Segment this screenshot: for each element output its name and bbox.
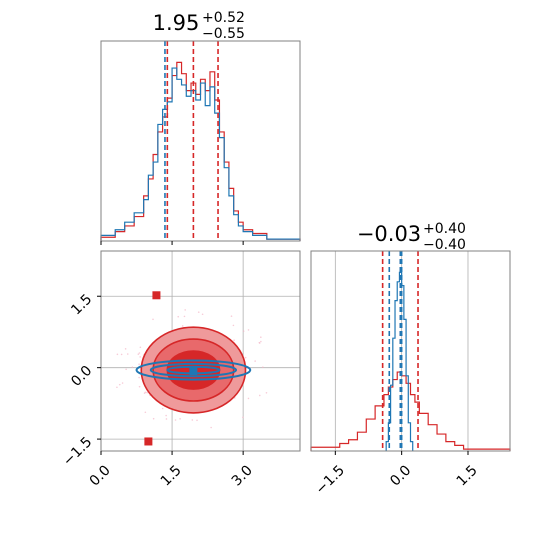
- sample-dot: [233, 339, 235, 342]
- x-tick-label-1: 0.0: [387, 462, 414, 489]
- blue-contour-0: [135, 359, 252, 381]
- sample-dot: [230, 315, 233, 317]
- sample-dot: [244, 356, 247, 359]
- x-tick-label-1: 1.5: [158, 462, 185, 489]
- sample-dot: [201, 313, 204, 316]
- sample-dot: [232, 324, 235, 327]
- blue-contour-1: [149, 362, 238, 378]
- sample-dot: [242, 416, 244, 419]
- sample-dot: [165, 414, 167, 417]
- sample-dot: [138, 352, 141, 354]
- x-tick-label-0: 0.0: [87, 462, 114, 489]
- title-bottom-right-upper: +0.40: [423, 221, 466, 237]
- sample-dot: [174, 419, 177, 421]
- title-bottom-right-lower: −0.40: [423, 237, 466, 253]
- panel-frame: [310, 250, 511, 452]
- sample-dot: [138, 385, 141, 388]
- sample-dot: [152, 318, 154, 321]
- sample-dot: [161, 407, 164, 410]
- sample-dot: [197, 311, 200, 313]
- sample-dot: [262, 366, 264, 368]
- panel-frame: [100, 40, 301, 242]
- sample-dot: [137, 353, 140, 355]
- x-tick-label-2: 1.5: [454, 462, 481, 489]
- sample-dot: [258, 342, 261, 344]
- title-top-left-lower: −0.55: [202, 26, 245, 42]
- sample-dot: [143, 392, 146, 394]
- sample-dot: [196, 419, 198, 422]
- sample-dot: [181, 325, 184, 327]
- sample-dot: [124, 348, 127, 350]
- sample-dot: [144, 411, 147, 414]
- title-bottom-right-value: −0.03: [357, 222, 421, 246]
- sample-dot: [116, 353, 119, 356]
- sample-dot: [116, 386, 118, 389]
- y-tick-label-2: 1.5: [68, 291, 95, 318]
- title-top-left-upper: +0.52: [202, 10, 245, 26]
- sample-dot: [247, 397, 250, 400]
- title-bottom-right: −0.03 +0.40 −0.40: [357, 221, 466, 253]
- histogram-panel-bottom-right: −1.5 0.0 1.5: [310, 250, 511, 498]
- marker-blue-2: [189, 367, 198, 375]
- title-top-left-value: 1.95: [153, 11, 200, 35]
- sample-dot: [179, 418, 181, 420]
- title-top-left: 1.95 +0.52 −0.55: [153, 10, 245, 42]
- sample-dot: [260, 336, 262, 339]
- sample-dot: [152, 417, 155, 420]
- sample-dot: [177, 315, 180, 318]
- marker-red-1: [144, 437, 153, 446]
- sample-dot: [146, 391, 148, 394]
- y-tick-label-1: 0.0: [68, 363, 95, 390]
- contour-panel-bottom-left: 0.0 1.5 3.0−1.50.01.5: [60, 250, 301, 489]
- x-tick-label-2: 3.0: [229, 462, 256, 489]
- sample-dot: [183, 315, 186, 318]
- sample-dot: [120, 353, 123, 356]
- sample-dot: [260, 340, 262, 343]
- histogram-step-blue: [385, 271, 414, 451]
- sample-dot: [184, 309, 186, 311]
- sample-dot: [258, 394, 261, 397]
- sample-dot: [126, 353, 129, 355]
- panel-frame: [100, 250, 301, 452]
- sample-dot: [165, 418, 168, 420]
- sample-dot: [138, 376, 140, 379]
- sample-dot: [265, 391, 268, 394]
- sample-dot: [210, 426, 212, 429]
- marker-red-0: [152, 291, 161, 300]
- y-tick-label-0: −1.5: [60, 434, 95, 469]
- sample-dot: [138, 363, 140, 366]
- sample-dot: [139, 346, 142, 349]
- sample-dot: [118, 383, 121, 386]
- histogram-step-blue: [100, 67, 301, 241]
- sample-dot: [121, 382, 124, 384]
- sample-dot: [139, 356, 141, 358]
- sample-dot: [254, 360, 256, 362]
- histogram-step-red: [100, 61, 301, 241]
- sample-dot: [247, 329, 250, 331]
- sample-dot: [242, 330, 245, 332]
- sample-dot: [131, 366, 134, 369]
- histogram-panel-top-left: [100, 40, 301, 245]
- sample-dot: [125, 368, 127, 371]
- sample-dot: [191, 419, 194, 421]
- x-tick-label-0: −1.5: [313, 462, 348, 497]
